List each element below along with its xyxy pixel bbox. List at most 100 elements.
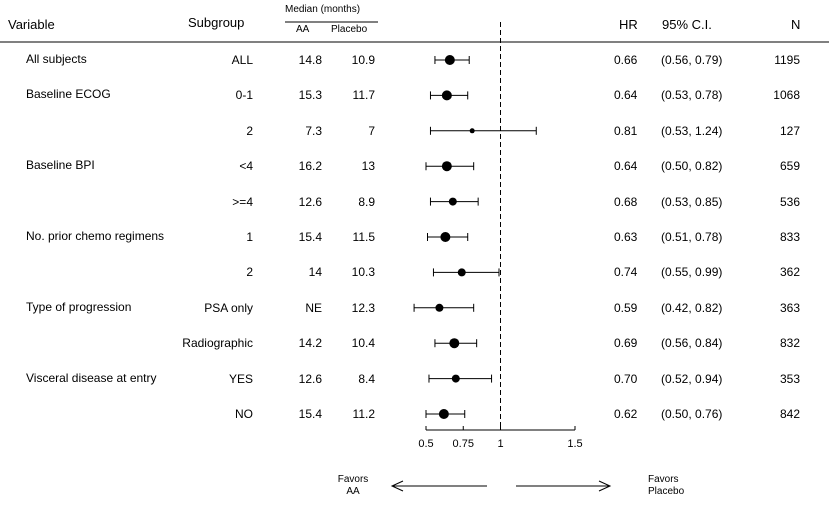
row-variable-label: Baseline ECOG xyxy=(26,87,111,102)
row-ci-value: (0.50, 0.76) xyxy=(661,407,723,421)
row-median-placebo: 10.4 xyxy=(351,336,375,351)
row-n-value: 353 xyxy=(779,371,800,386)
row-n-value: 363 xyxy=(779,300,800,315)
row-median-placebo: 11.7 xyxy=(352,88,375,103)
row-median-aa: 14.2 xyxy=(298,336,322,351)
row-n-value: 832 xyxy=(779,336,800,351)
hr-point xyxy=(449,338,460,349)
row-median-placebo: 10.3 xyxy=(351,265,375,280)
row-ci-value: (0.51, 0.78) xyxy=(661,230,723,244)
row-variable-label: All subjects xyxy=(26,52,87,66)
header-ci: 95% C.I. xyxy=(662,17,712,32)
row-ci-value: (0.53, 0.85) xyxy=(661,194,723,209)
row-hr-value: 0.64 xyxy=(614,159,638,174)
row-ci-value: (0.56, 0.84) xyxy=(661,336,723,351)
header-median: Median (months) xyxy=(285,4,361,15)
row-median-aa: 14 xyxy=(308,265,322,280)
row-median-placebo: 12.3 xyxy=(351,300,375,315)
row-median-aa: 16.2 xyxy=(298,159,322,174)
row-subgroup-label: 1 xyxy=(246,230,253,244)
row-hr-value: 0.59 xyxy=(614,300,638,315)
row-subgroup-label: ALL xyxy=(231,53,253,67)
row-ci-value: (0.50, 0.82) xyxy=(661,159,723,174)
row-median-placebo: 10.9 xyxy=(351,53,375,67)
hr-point xyxy=(441,161,452,172)
row-n-value: 659 xyxy=(779,159,800,174)
row-hr-value: 0.63 xyxy=(614,230,638,244)
row-median-aa: 14.8 xyxy=(298,53,322,67)
favors-aa-label-2: AA xyxy=(346,486,360,497)
row-subgroup-label: <4 xyxy=(239,159,253,174)
row-ci-value: (0.42, 0.82) xyxy=(661,300,723,315)
row-median-placebo: 8.4 xyxy=(358,371,375,386)
row-median-aa: 15.4 xyxy=(298,407,322,421)
favors-placebo-arrowhead xyxy=(598,480,612,492)
row-variable-label: Type of progression xyxy=(26,299,132,314)
header-hr: HR xyxy=(619,17,638,32)
row-ci-value: (0.55, 0.99) xyxy=(661,265,723,280)
row-hr-value: 0.81 xyxy=(614,123,638,138)
x-axis-tick-label: 1.5 xyxy=(567,438,582,450)
row-n-value: 1068 xyxy=(773,88,800,103)
row-ci-value: (0.52, 0.94) xyxy=(661,371,723,386)
row-median-placebo: 11.2 xyxy=(352,407,375,421)
favors-placebo-label-1: Favors xyxy=(648,474,679,485)
hr-point xyxy=(444,55,455,65)
row-subgroup-label: >=4 xyxy=(232,194,253,209)
favors-aa-arrowhead xyxy=(390,480,404,492)
row-subgroup-label: NO xyxy=(235,407,253,421)
row-subgroup-label: 0-1 xyxy=(235,88,253,103)
row-hr-value: 0.74 xyxy=(614,265,638,280)
row-n-value: 127 xyxy=(779,123,800,138)
header-variable: Variable xyxy=(8,17,55,32)
hr-point xyxy=(438,409,449,419)
row-variable-label: No. prior chemo regimens xyxy=(26,229,165,243)
row-variable-label: Baseline BPI xyxy=(26,158,95,173)
row-median-placebo: 11.5 xyxy=(352,230,375,244)
x-axis-tick-label: 0.75 xyxy=(453,438,474,450)
hr-point xyxy=(469,128,475,134)
x-axis-tick-label: 0.5 xyxy=(418,438,433,450)
row-hr-value: 0.70 xyxy=(614,371,638,386)
row-n-value: 833 xyxy=(779,230,800,244)
row-median-aa: 12.6 xyxy=(298,371,322,386)
hr-point xyxy=(451,374,460,383)
row-median-aa: 15.3 xyxy=(298,88,322,103)
x-axis-tick-label: 1 xyxy=(497,438,503,450)
row-subgroup-label: Radiographic xyxy=(182,336,253,351)
row-ci-value: (0.53, 1.24) xyxy=(661,123,723,138)
row-ci-value: (0.56, 0.79) xyxy=(661,53,723,67)
hr-point xyxy=(441,90,452,101)
row-median-aa: 15.4 xyxy=(298,230,322,244)
header-subgroup: Subgroup xyxy=(188,15,245,30)
header-placebo: Placebo xyxy=(331,24,368,35)
hr-point xyxy=(435,303,444,312)
row-subgroup-label: YES xyxy=(228,371,253,386)
row-n-value: 362 xyxy=(779,265,800,280)
row-hr-value: 0.68 xyxy=(614,194,638,209)
hr-point xyxy=(448,197,457,206)
row-hr-value: 0.66 xyxy=(614,53,638,67)
row-ci-value: (0.53, 0.78) xyxy=(661,88,723,103)
row-variable-label: Visceral disease at entry xyxy=(26,370,157,385)
row-n-value: 1195 xyxy=(774,53,800,67)
header-n: N xyxy=(791,17,801,32)
hr-point xyxy=(457,268,466,277)
row-hr-value: 0.69 xyxy=(614,336,638,351)
row-subgroup-label: 2 xyxy=(246,123,253,138)
row-n-value: 842 xyxy=(779,407,800,421)
row-median-placebo: 13 xyxy=(361,159,375,174)
row-median-placebo: 8.9 xyxy=(358,194,375,209)
header-aa: AA xyxy=(296,24,310,35)
favors-placebo-label-2: Placebo xyxy=(648,486,685,497)
row-median-aa: NE xyxy=(305,300,322,315)
row-median-aa: 12.6 xyxy=(298,194,322,209)
row-hr-value: 0.64 xyxy=(614,88,638,103)
row-subgroup-label: 2 xyxy=(246,265,253,280)
hr-point xyxy=(440,232,451,242)
favors-aa-label-1: Favors xyxy=(337,474,369,485)
row-n-value: 536 xyxy=(779,194,800,209)
row-hr-value: 0.62 xyxy=(614,407,638,421)
row-subgroup-label: PSA only xyxy=(204,300,253,315)
